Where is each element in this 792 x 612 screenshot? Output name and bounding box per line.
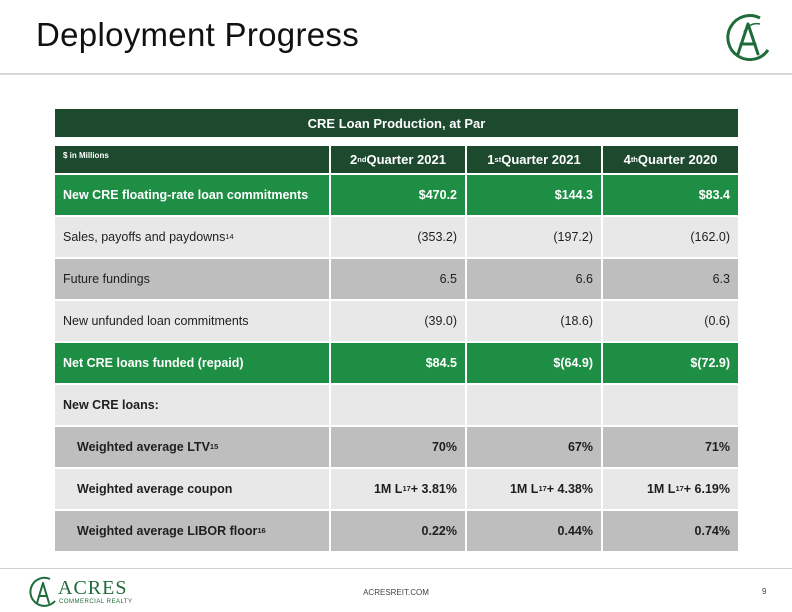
row-label: Weighted average LIBOR floor 16 <box>55 511 331 553</box>
footer-url: ACRESREIT.COM <box>363 588 429 597</box>
row-label: New unfunded loan commitments <box>55 301 331 343</box>
table-cell: 0.74% <box>603 511 738 553</box>
table-cell: 70% <box>331 427 467 469</box>
table-cell: (0.6) <box>603 301 738 343</box>
table-cell: $144.3 <box>467 175 603 217</box>
acres-footer-logo-icon <box>29 576 56 607</box>
table-cell: $(64.9) <box>467 343 603 385</box>
loan-production-table: CRE Loan Production, at Par $ in Million… <box>55 109 738 553</box>
table-cell: 1M L 17 + 6.19% <box>603 469 738 511</box>
table-cell <box>467 385 603 427</box>
table-row: Weighted average LTV 15 70% 67% 71% <box>55 427 738 469</box>
table-row: New CRE loans: <box>55 385 738 427</box>
page-title: Deployment Progress <box>36 16 360 53</box>
row-label: Future fundings <box>55 259 331 301</box>
table-caption: CRE Loan Production, at Par <box>55 109 738 137</box>
table-row: Sales, payoffs and paydowns 14 (353.2) (1… <box>55 217 738 259</box>
table-cell: 0.22% <box>331 511 467 553</box>
table-cell <box>331 385 467 427</box>
table-cell: 67% <box>467 427 603 469</box>
table-cell: $(72.9) <box>603 343 738 385</box>
table-cell: 6.5 <box>331 259 467 301</box>
table-row: Weighted average LIBOR floor 16 0.22% 0.4… <box>55 511 738 553</box>
header-divider <box>0 73 792 75</box>
table-cell: 0.44% <box>467 511 603 553</box>
table-row: New CRE floating-rate loan commitments $… <box>55 175 738 217</box>
row-label: New CRE floating-rate loan commitments <box>55 175 331 217</box>
table-cell: (39.0) <box>331 301 467 343</box>
table-cell: (197.2) <box>467 217 603 259</box>
table-row: Future fundings 6.5 6.6 6.3 <box>55 259 738 301</box>
footer-divider <box>0 568 792 569</box>
table-cell: 1M L 17 + 3.81% <box>331 469 467 511</box>
table-cell: 6.6 <box>467 259 603 301</box>
table-cell: (353.2) <box>331 217 467 259</box>
unit-label: $ in Millions <box>55 146 331 175</box>
row-label: Net CRE loans funded (repaid) <box>55 343 331 385</box>
table-cell: (18.6) <box>467 301 603 343</box>
row-label: Sales, payoffs and paydowns 14 <box>55 217 331 259</box>
acres-monogram-logo-icon <box>726 14 770 61</box>
row-label: Weighted average LTV 15 <box>55 427 331 469</box>
table-row: Weighted average coupon 1M L 17 + 3.81% 1… <box>55 469 738 511</box>
row-label: Weighted average coupon <box>55 469 331 511</box>
table-cell: 6.3 <box>603 259 738 301</box>
table-cell: 1M L 17 + 4.38% <box>467 469 603 511</box>
row-label: New CRE loans: <box>55 385 331 427</box>
footer-brand-subtitle: COMMERCIAL REALTY <box>59 599 133 605</box>
table-cell: $83.4 <box>603 175 738 217</box>
footer-brand-name: ACRES <box>58 577 128 599</box>
page-number: 9 <box>762 587 767 596</box>
table-cell: (162.0) <box>603 217 738 259</box>
table-row: New unfunded loan commitments (39.0) (18… <box>55 301 738 343</box>
table-cell: $470.2 <box>331 175 467 217</box>
table-cell: $84.5 <box>331 343 467 385</box>
table-cell: 71% <box>603 427 738 469</box>
table-row: Net CRE loans funded (repaid) $84.5 $(64… <box>55 343 738 385</box>
table-cell <box>603 385 738 427</box>
